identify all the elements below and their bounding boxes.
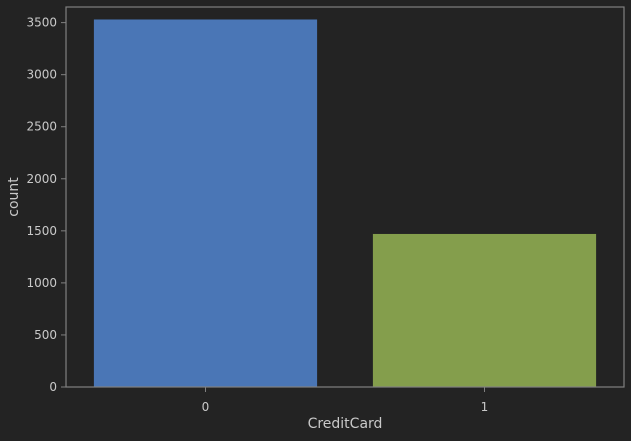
y-tick-label: 3500 bbox=[26, 16, 57, 30]
axes-frame bbox=[65, 6, 625, 388]
y-axis-ticks: 0 500 1000 1500 2000 2500 3000 3500 bbox=[26, 16, 66, 394]
y-tick-label: 2500 bbox=[26, 120, 57, 134]
y-tick-label: 2000 bbox=[26, 172, 57, 186]
bars-layer bbox=[93, 19, 597, 387]
y-axis-label: count bbox=[6, 177, 22, 217]
y-tick-label: 3000 bbox=[26, 68, 57, 82]
x-axis-label: CreditCard bbox=[308, 416, 383, 432]
y-tick-label: 500 bbox=[34, 328, 57, 342]
y-tick-label: 1000 bbox=[26, 276, 57, 290]
bar-1 bbox=[372, 233, 597, 387]
y-tick-label: 1500 bbox=[26, 224, 57, 238]
x-tick-label: 1 bbox=[481, 400, 489, 414]
bar-0 bbox=[93, 19, 318, 387]
y-tick-label: 0 bbox=[49, 380, 57, 394]
x-tick-label: 0 bbox=[202, 400, 210, 414]
